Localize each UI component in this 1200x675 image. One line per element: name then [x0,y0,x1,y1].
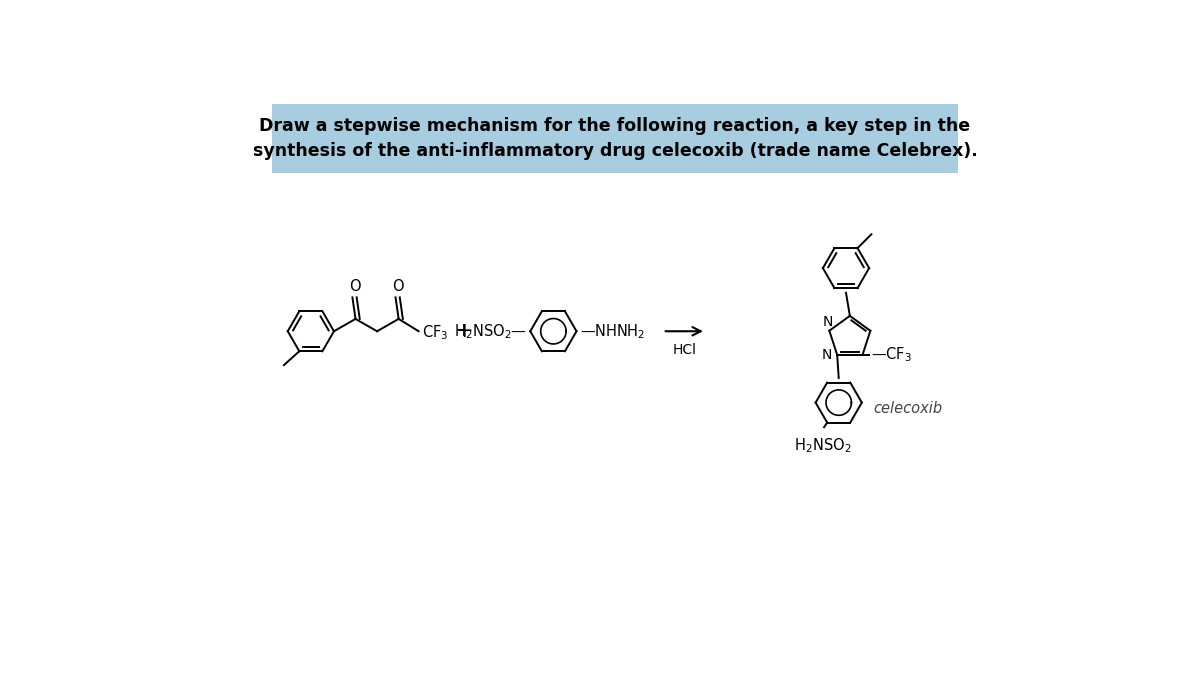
Text: HCl: HCl [672,343,696,357]
Text: N: N [823,315,833,329]
Text: —NHNH$_2$: —NHNH$_2$ [580,322,644,341]
Text: H$_2$NSO$_2$—: H$_2$NSO$_2$— [455,322,527,341]
Text: CF$_3$: CF$_3$ [421,323,448,342]
Text: Draw a stepwise mechanism for the following reaction, a key step in the
synthesi: Draw a stepwise mechanism for the follow… [253,117,977,160]
FancyBboxPatch shape [272,104,958,173]
Text: O: O [392,279,403,294]
Text: N: N [822,348,832,362]
Text: —CF$_3$: —CF$_3$ [871,346,912,365]
Text: H$_2$NSO$_2$: H$_2$NSO$_2$ [794,437,851,455]
Text: +: + [456,321,474,342]
Text: celecoxib: celecoxib [874,401,942,416]
Text: O: O [349,279,360,294]
